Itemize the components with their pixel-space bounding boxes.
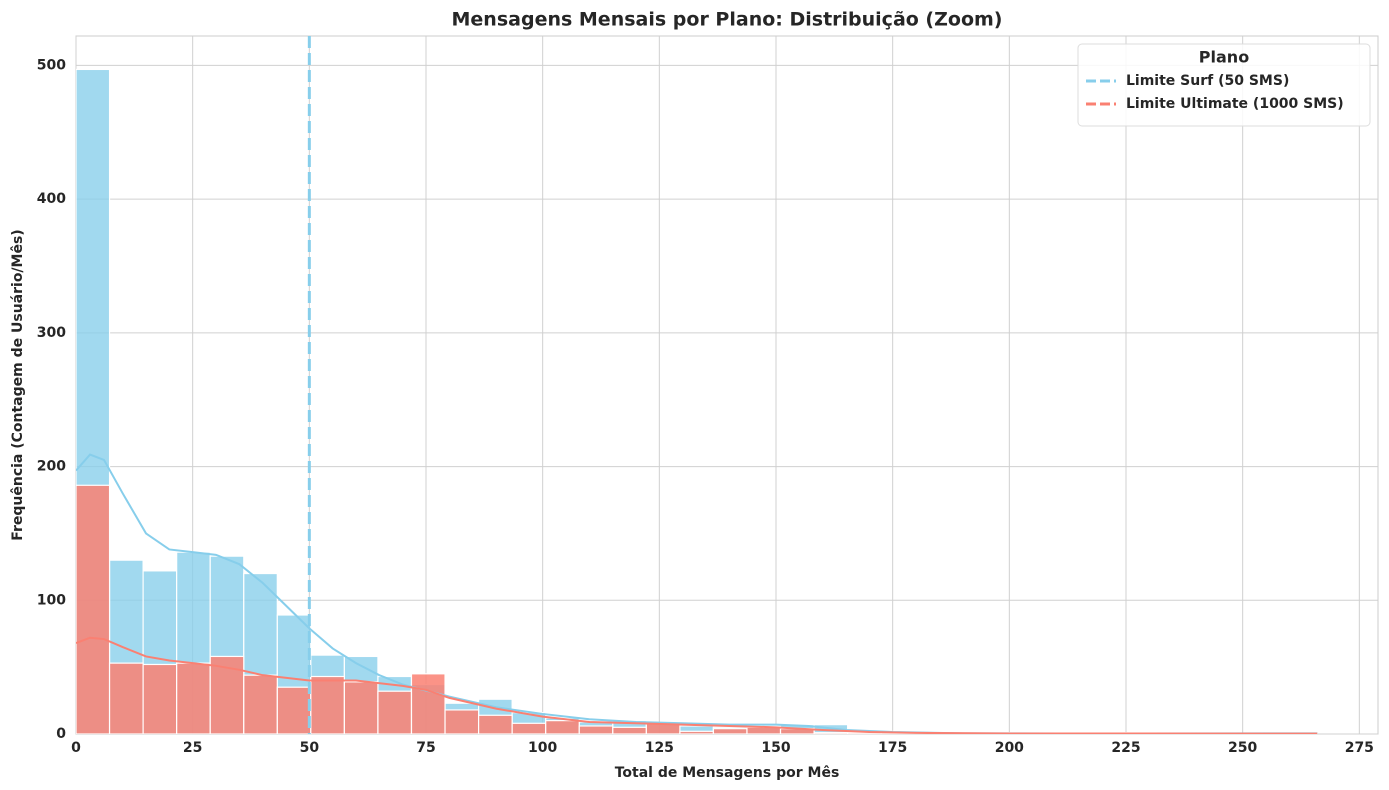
- histogram-bar: [444, 709, 480, 734]
- histogram-bar: [243, 674, 278, 734]
- histogram-bar: [712, 728, 748, 734]
- histogram-bar: [813, 732, 849, 734]
- histogram-bar: [142, 663, 178, 734]
- kde-line: [76, 636, 1318, 734]
- legend-box: [1077, 43, 1371, 127]
- x-tick-label: 50: [300, 740, 320, 756]
- histogram-bar: [477, 714, 513, 734]
- histogram-bar: [511, 722, 547, 734]
- histogram-bar: [76, 484, 111, 734]
- y-tick-label: 200: [37, 459, 66, 475]
- histogram-bar: [377, 690, 413, 734]
- x-tick-label: 275: [1345, 740, 1374, 756]
- histogram-bar: [578, 725, 614, 734]
- y-tick-label: 500: [37, 57, 66, 73]
- x-tick-label: 25: [183, 740, 202, 756]
- x-tick-label: 225: [1111, 740, 1140, 756]
- kde-line: [76, 453, 1318, 734]
- x-axis-label: Total de Mensagens por Mês: [615, 765, 840, 781]
- histogram-bar: [343, 681, 379, 734]
- x-tick-label: 0: [71, 740, 81, 756]
- y-axis-label: Frequência (Contagem de Usuário/Mês): [10, 229, 26, 540]
- x-tick-label: 125: [645, 740, 674, 756]
- histogram-bar: [176, 662, 211, 734]
- legend-title: Plano: [1199, 48, 1249, 67]
- histogram-bar: [679, 730, 715, 734]
- x-tick-label: 100: [528, 740, 557, 756]
- x-tick-label: 175: [878, 740, 907, 756]
- histogram-bar: [746, 726, 782, 734]
- legend-label: Limite Ultimate (1000 SMS): [1126, 96, 1344, 112]
- y-tick-label: 300: [37, 325, 66, 341]
- histogram-bar: [276, 686, 312, 734]
- chart-title: Mensagens Mensais por Plano: Distribuiçã…: [452, 9, 1003, 31]
- histogram-bar: [310, 675, 345, 734]
- x-tick-label: 75: [416, 740, 435, 756]
- legend-label: Limite Surf (50 SMS): [1126, 73, 1289, 89]
- y-tick-label: 400: [37, 191, 66, 207]
- x-tick-label: 250: [1228, 740, 1257, 756]
- histogram-bar: [108, 662, 144, 734]
- y-tick-label: 100: [37, 592, 66, 608]
- histogram-bar: [410, 673, 446, 734]
- histogram-bar: [612, 726, 647, 734]
- y-tick-label: 0: [56, 726, 66, 742]
- x-tick-label: 200: [995, 740, 1024, 756]
- x-tick-label: 150: [761, 740, 790, 756]
- histogram-bar: [545, 720, 580, 734]
